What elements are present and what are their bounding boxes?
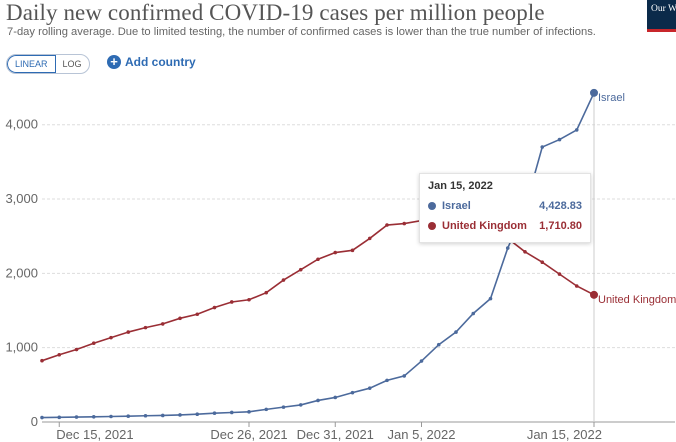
data-point [40, 415, 44, 420]
data-point [178, 413, 182, 417]
add-country-label: Add country [125, 55, 196, 69]
tooltip-series-value: 4,428.83 [539, 200, 582, 212]
x-tick-label: Dec 26, 2021 [210, 427, 287, 442]
data-point [471, 311, 476, 316]
data-point [350, 390, 355, 395]
y-tick-label: 4,000 [5, 117, 38, 132]
data-point [91, 341, 96, 346]
data-point [57, 415, 62, 420]
chart-title: Daily new confirmed COVID-19 cases per m… [6, 0, 545, 25]
tooltip-series-name: Israel [442, 200, 471, 212]
data-point [109, 414, 113, 419]
data-point [488, 296, 493, 301]
data-point [298, 403, 303, 407]
data-point [281, 405, 286, 409]
tooltip-series-value: 1,710.80 [539, 220, 582, 232]
data-point [574, 128, 579, 132]
data-point [281, 278, 286, 282]
data-point [590, 290, 598, 299]
data-point [574, 284, 579, 288]
data-point [436, 342, 441, 347]
data-point [160, 322, 165, 326]
data-point [212, 411, 217, 416]
linear-scale-button[interactable]: LINEAR [7, 55, 56, 73]
x-tick-label: Dec 15, 2021 [56, 427, 133, 442]
series-end-label: Israel [598, 92, 625, 104]
data-point [402, 374, 407, 378]
data-point [74, 415, 79, 419]
data-point [264, 290, 269, 295]
y-tick-label: 2,000 [5, 265, 38, 280]
data-point [212, 305, 217, 310]
tooltip-row-israel: Israel 4,428.83 [428, 200, 582, 212]
tooltip-date: Jan 15, 2022 [428, 180, 493, 192]
data-point [333, 395, 338, 400]
series-end-label: United Kingdom [598, 294, 676, 306]
data-point [74, 347, 79, 352]
data-point [40, 358, 44, 363]
data-point [229, 410, 234, 415]
data-point [143, 413, 148, 418]
data-point [540, 260, 545, 265]
data-point [57, 352, 62, 357]
data-point [333, 250, 338, 255]
data-point [229, 300, 234, 304]
chart-subtitle: 7-day rolling average. Due to limited te… [7, 26, 596, 38]
data-point [523, 250, 527, 254]
data-point [178, 316, 182, 321]
data-point [505, 246, 510, 250]
data-point [195, 412, 200, 416]
data-point [590, 88, 598, 97]
data-point [385, 223, 389, 227]
data-point [367, 236, 372, 241]
data-point [316, 398, 320, 403]
data-point [419, 359, 424, 363]
data-point [247, 410, 251, 414]
x-tick-label: Jan 15, 2022 [527, 427, 602, 442]
data-point [454, 330, 458, 334]
hover-tooltip: Jan 15, 2022 Israel 4,428.83 United King… [419, 173, 591, 243]
data-point [126, 414, 131, 419]
data-point [540, 145, 545, 149]
israel-legend-dot [428, 202, 436, 210]
data-point [143, 325, 148, 330]
tooltip-row-uk: United Kingdom 1,710.80 [428, 220, 582, 232]
data-point [350, 248, 355, 253]
data-point [402, 221, 407, 226]
x-tick-label: Dec 31, 2021 [297, 427, 374, 442]
data-point [91, 414, 96, 419]
data-point [126, 330, 131, 334]
uk-legend-dot [428, 222, 436, 230]
data-point [557, 272, 562, 276]
plus-circle-icon: + [107, 55, 121, 69]
data-point [247, 297, 251, 302]
tooltip-series-name: United Kingdom [442, 220, 527, 232]
series-line-israel [41, 92, 595, 419]
y-tick-label: 3,000 [5, 191, 38, 206]
log-scale-button[interactable]: LOG [62, 59, 82, 69]
data-point [298, 267, 303, 272]
y-tick-label: 1,000 [5, 340, 38, 355]
add-country-button[interactable]: + Add country [107, 55, 196, 69]
data-point [109, 335, 113, 340]
data-point [367, 386, 372, 390]
data-point [160, 413, 165, 418]
data-point [195, 312, 200, 317]
owid-logo[interactable]: Our World in Data [647, 0, 676, 32]
data-point [316, 257, 320, 262]
data-point [264, 407, 269, 412]
data-point [557, 137, 562, 142]
x-tick-label: Jan 5, 2022 [388, 427, 456, 442]
data-point [385, 378, 389, 383]
scale-toggle[interactable]: LINEAR LOG [6, 54, 90, 74]
y-tick-label: 0 [31, 414, 38, 429]
